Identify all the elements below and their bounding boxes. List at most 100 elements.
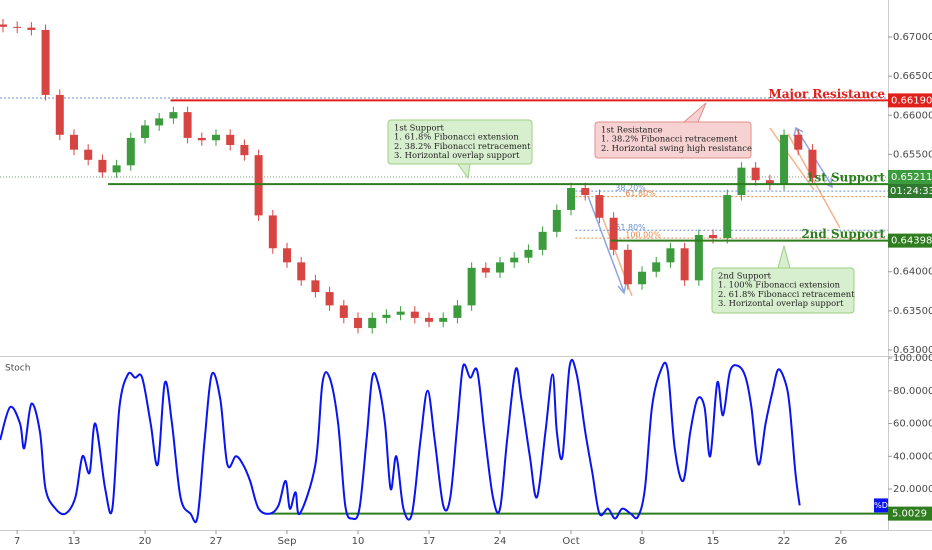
callout-tail bbox=[457, 163, 471, 180]
candle-body bbox=[467, 267, 476, 306]
callout-text: 3. Horizontal overlap support bbox=[718, 298, 844, 308]
candle-body bbox=[538, 231, 547, 250]
price-tag-label: 5.0029 bbox=[892, 509, 927, 520]
candle-body bbox=[112, 165, 121, 173]
callout-tail-cover bbox=[389, 121, 531, 163]
candle-body bbox=[84, 149, 93, 160]
x-tick-label: 13 bbox=[68, 536, 81, 547]
callout-tail-cover bbox=[596, 123, 750, 157]
candle-body bbox=[439, 317, 448, 322]
y-tick-label: 0.67000 bbox=[893, 32, 932, 43]
level-name: Major Resistance bbox=[768, 87, 885, 101]
candle-body bbox=[694, 234, 703, 281]
fib-label: 61.80% bbox=[625, 189, 656, 198]
arrow bbox=[587, 195, 625, 293]
candle-body bbox=[481, 267, 490, 273]
candle-body bbox=[354, 317, 363, 329]
panel-title: Stoch bbox=[5, 364, 30, 374]
candle-body bbox=[737, 167, 746, 196]
candle-body bbox=[41, 29, 50, 95]
y-tick-label: 0.63000 bbox=[893, 345, 932, 356]
x-tick-label: 7 bbox=[14, 536, 20, 547]
candle-body bbox=[595, 195, 604, 218]
y-tick-label: 0.65500 bbox=[893, 149, 932, 160]
candle-body bbox=[254, 155, 263, 216]
candle-body bbox=[140, 125, 149, 138]
level-name: 2nd Support bbox=[801, 227, 885, 241]
candle-body bbox=[808, 149, 817, 178]
y-tick-label: 20.0000 bbox=[893, 484, 932, 495]
arrow-head bbox=[617, 283, 627, 295]
candle-body bbox=[453, 305, 462, 318]
candle-body bbox=[666, 248, 675, 263]
fib-label: 38.20% bbox=[615, 184, 646, 193]
candle-body bbox=[155, 118, 164, 126]
fib-label: 61.80% bbox=[615, 223, 646, 232]
price-tag-label: 0.66190 bbox=[891, 95, 932, 106]
y-tick-label: 0.64000 bbox=[893, 267, 932, 278]
candle-body bbox=[311, 280, 320, 293]
callout-text: 2. Horizontal swing high resistance bbox=[601, 143, 752, 153]
x-tick-label: 22 bbox=[778, 536, 791, 547]
candle-body bbox=[652, 262, 661, 272]
y-tick-label: 40.0000 bbox=[893, 451, 932, 462]
candle-body bbox=[283, 248, 292, 263]
candle-body bbox=[638, 271, 647, 285]
level-name: 1st Support bbox=[806, 171, 885, 185]
candle-body bbox=[765, 180, 774, 185]
callout-text: 3. Horizontal overlap support bbox=[394, 150, 520, 160]
candle-body bbox=[169, 112, 178, 119]
candle-body bbox=[212, 134, 220, 141]
candle-body bbox=[524, 249, 533, 258]
series-tag bbox=[874, 498, 888, 513]
candle-body bbox=[183, 112, 192, 138]
last-price-label: 0.65211 bbox=[891, 172, 932, 183]
candle-body bbox=[794, 134, 803, 150]
candle-body bbox=[410, 311, 419, 318]
y-tick-label: 0.66000 bbox=[893, 110, 932, 121]
stoch-line bbox=[0, 358, 801, 524]
arrow-head bbox=[793, 126, 804, 137]
x-tick-label: 26 bbox=[834, 536, 847, 547]
countdown-tag bbox=[888, 183, 932, 198]
candle-body bbox=[609, 217, 618, 250]
candle-body bbox=[425, 317, 434, 322]
candle-body bbox=[780, 134, 789, 185]
x-tick-label: 17 bbox=[423, 536, 436, 547]
price-tag bbox=[888, 506, 932, 521]
candle-body bbox=[723, 195, 732, 239]
fib-label: 100.00% bbox=[625, 231, 661, 240]
callout-text: 2. 61.8% Fibonacci retracement bbox=[718, 289, 855, 299]
candle-body bbox=[709, 234, 718, 239]
callout-tail-cover bbox=[713, 269, 853, 312]
countdown-label: 01:24:33 bbox=[890, 186, 932, 197]
candle-body bbox=[98, 159, 107, 173]
price-tag-label: 0.64398 bbox=[891, 236, 932, 247]
price-tag bbox=[888, 169, 932, 184]
arrow bbox=[769, 127, 815, 191]
x-tick-label: 15 bbox=[707, 536, 720, 547]
callout-text: 1. 100% Fibonacci extension bbox=[718, 280, 841, 290]
callout-tail bbox=[683, 102, 707, 123]
x-tick-label: 8 bbox=[639, 536, 645, 547]
candle-body bbox=[297, 262, 306, 281]
candle-body bbox=[27, 27, 36, 30]
candle-body bbox=[226, 134, 235, 145]
candle-body bbox=[0, 24, 7, 27]
callout-text: 1st Support bbox=[394, 123, 445, 133]
x-tick-label: 24 bbox=[494, 536, 507, 547]
callout-text: 1st Resistance bbox=[601, 125, 663, 135]
price-tag bbox=[888, 233, 932, 248]
candle-body bbox=[751, 167, 760, 181]
y-tick-label: 60.0000 bbox=[893, 419, 932, 430]
candle-body bbox=[510, 257, 519, 263]
x-tick-label: 27 bbox=[210, 536, 223, 547]
candle-body bbox=[268, 215, 277, 249]
candle-body bbox=[581, 188, 590, 196]
x-tick-label: 10 bbox=[352, 536, 365, 547]
candle-body bbox=[680, 248, 689, 281]
candle-body bbox=[396, 311, 405, 315]
candle-body bbox=[13, 26, 22, 28]
candle-body bbox=[496, 262, 505, 273]
candle-body bbox=[197, 137, 206, 141]
